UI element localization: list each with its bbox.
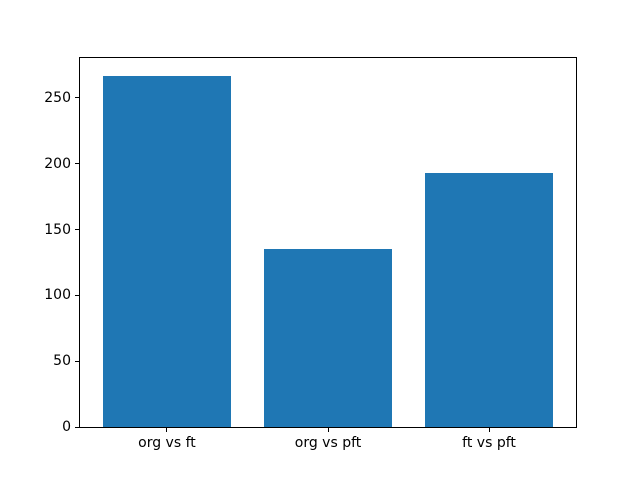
y-tick-label: 200 — [44, 155, 71, 172]
y-tick-mark — [75, 360, 79, 362]
y-tick-label: 50 — [53, 353, 71, 370]
bar-ft-vs-pft — [424, 172, 554, 427]
bar-org-vs-ft — [102, 75, 232, 427]
y-tick-mark — [75, 426, 79, 428]
y-tick-label: 250 — [44, 89, 71, 106]
y-tick-label: 100 — [44, 287, 71, 304]
y-tick-mark — [75, 97, 79, 99]
y-tick-label: 0 — [62, 419, 71, 435]
y-tick-mark — [75, 229, 79, 231]
y-tick-mark — [75, 163, 79, 165]
plot-area: 0 50 100 150 200 250 org vs ft org vs pft ft vs … — [44, 57, 577, 450]
bar-org-vs-pft — [263, 249, 393, 427]
x-tick-label: ft vs pft — [462, 435, 516, 451]
x-tick-label: org vs ft — [138, 435, 196, 451]
x-tick-mark — [327, 428, 329, 432]
x-tick-label: org vs pft — [294, 435, 362, 451]
y-tick-mark — [75, 294, 79, 296]
x-tick-mark — [166, 428, 168, 432]
x-tick-mark — [488, 428, 490, 432]
y-tick-label: 150 — [44, 221, 71, 238]
